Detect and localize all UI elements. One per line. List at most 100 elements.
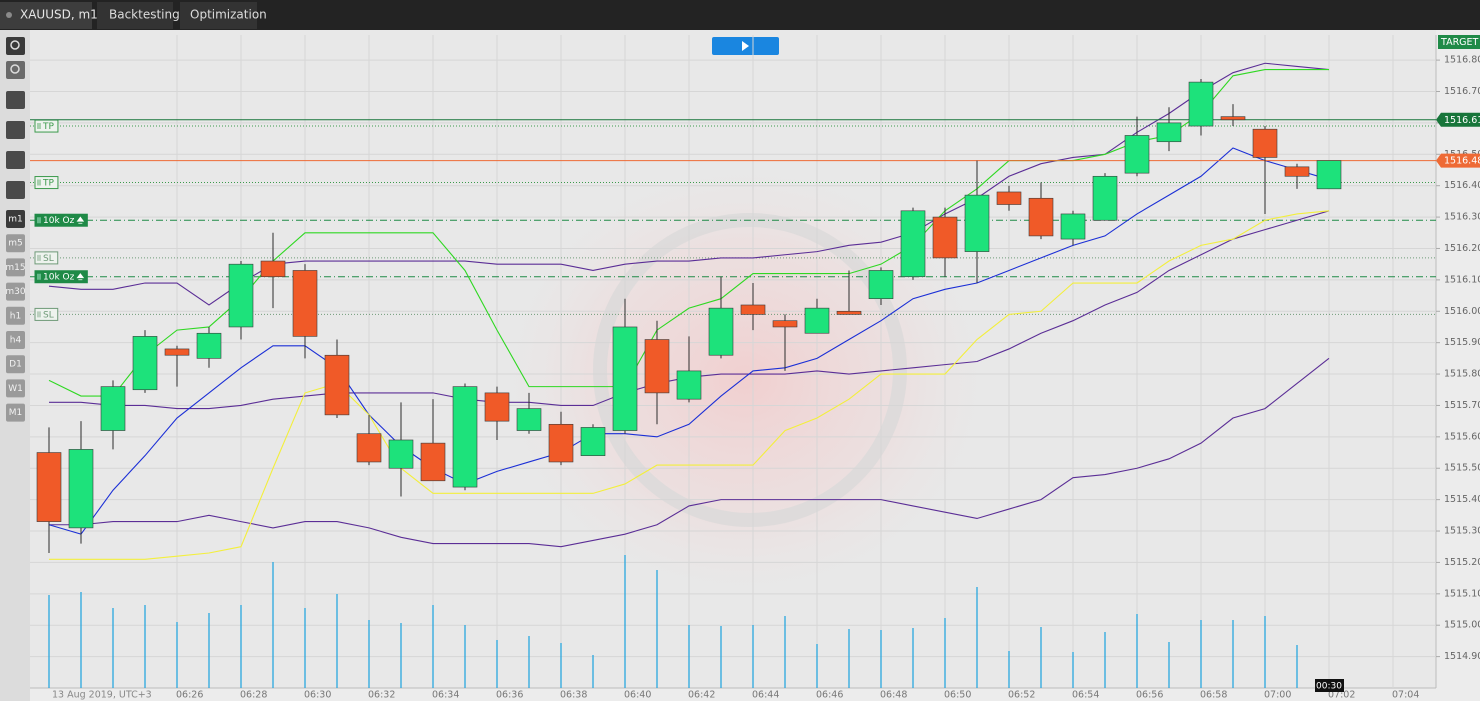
timeframe-button[interactable] <box>6 234 25 253</box>
candle-body <box>100 386 126 431</box>
timeframe-button[interactable] <box>6 403 25 422</box>
candle-body <box>228 263 254 328</box>
timeframe-label[interactable]: m15 <box>5 263 25 273</box>
candle-body <box>580 427 606 456</box>
x-tick-label: 07:00 <box>1264 690 1291 701</box>
candle-body <box>164 348 190 356</box>
time-axis <box>30 688 1436 701</box>
x-tick-label: 06:26 <box>176 690 203 701</box>
timeframe-button[interactable] <box>6 379 25 398</box>
timeframe-label[interactable]: h4 <box>10 336 22 346</box>
indicator-line <box>49 210 1330 560</box>
order-level-tag[interactable] <box>34 213 88 227</box>
x-tick-label: 07:02 <box>1328 690 1355 701</box>
order-level-label: TP <box>42 122 54 132</box>
timeframe-button[interactable] <box>6 355 25 374</box>
candle-body <box>900 210 926 278</box>
order-level-tag[interactable] <box>34 176 59 190</box>
indicator-line <box>48 147 1330 535</box>
close-arrow-icon <box>76 216 85 224</box>
candle-body <box>836 310 862 315</box>
x-tick-label: 06:46 <box>816 690 843 701</box>
timeframe-button[interactable] <box>6 306 25 325</box>
date-label: 13 Aug 2019, UTC+3 <box>52 690 152 701</box>
watermark <box>485 150 1005 610</box>
y-tick-label: 1516.40 <box>1444 180 1480 191</box>
candle-body <box>420 442 446 482</box>
candle-body <box>1092 175 1118 221</box>
order-level-tag[interactable] <box>34 251 59 265</box>
order-level-label: 10k Oz <box>43 273 75 283</box>
tab[interactable] <box>180 2 257 29</box>
timeframe-button[interactable] <box>6 331 25 349</box>
x-tick-label: 06:32 <box>368 690 395 701</box>
grip-icon <box>37 217 41 224</box>
timeframe-label[interactable]: h1 <box>10 311 21 321</box>
order-level-tag[interactable] <box>34 270 88 284</box>
price-marker <box>1436 153 1480 168</box>
candle-body <box>324 354 350 416</box>
y-tick-label: 1515.70 <box>1444 400 1480 411</box>
candle-body <box>196 332 222 359</box>
x-tick-label: 06:40 <box>624 690 651 701</box>
timeframe-label[interactable]: m5 <box>8 239 23 249</box>
timeframe-label[interactable]: D1 <box>9 360 22 370</box>
tab-label[interactable]: Backtesting <box>109 8 180 22</box>
timeframe-label[interactable]: W1 <box>8 384 23 394</box>
candle-body <box>1188 81 1214 127</box>
timeframe-label[interactable]: m1 <box>8 215 23 225</box>
x-tick-label: 06:52 <box>1008 690 1035 701</box>
x-tick-label: 07:04 <box>1392 690 1419 701</box>
y-tick-label: 1516.80 <box>1444 55 1480 66</box>
order-level-label: SL <box>43 254 54 264</box>
timeframe-button[interactable] <box>6 258 25 277</box>
tab[interactable] <box>97 2 173 29</box>
grip-icon <box>37 179 41 186</box>
timeframe-button[interactable] <box>6 282 25 301</box>
zoom-in-button[interactable] <box>6 37 25 55</box>
y-tick-label: 1515.10 <box>1444 588 1480 599</box>
candle-body <box>132 336 158 391</box>
y-tick-label: 1515.20 <box>1444 557 1480 568</box>
candle-body <box>1156 122 1182 143</box>
x-tick-label: 06:36 <box>496 690 523 701</box>
order-level-label: 10k Oz <box>43 216 75 226</box>
chart-type-button[interactable] <box>6 91 25 109</box>
countdown-label: 00:30 <box>1316 682 1342 692</box>
y-tick-label: 1516.20 <box>1444 243 1480 254</box>
candle-body <box>356 433 382 463</box>
candle-body <box>68 449 94 529</box>
indicators-button[interactable] <box>6 121 25 139</box>
tab-dot <box>6 12 12 18</box>
price-marker-label: 1516.48 <box>1444 156 1480 167</box>
timeframe-button[interactable] <box>6 210 25 228</box>
order-level-label: SL <box>43 310 54 320</box>
objects-button[interactable] <box>6 151 25 169</box>
candle-body <box>292 270 318 337</box>
price-marker-label: 1516.61 <box>1444 115 1480 126</box>
candle-body <box>1060 213 1086 240</box>
timeframe-label[interactable]: M1 <box>9 408 23 418</box>
candle-body <box>1220 116 1246 121</box>
candle-body <box>772 320 798 328</box>
target-tag <box>1438 35 1480 49</box>
order-level-tag[interactable] <box>34 307 59 321</box>
price-marker <box>1436 112 1480 127</box>
candle-body <box>516 408 542 431</box>
tab-active[interactable] <box>0 2 92 29</box>
drawing-button[interactable] <box>6 181 25 199</box>
tab-label[interactable]: Optimization <box>190 8 267 22</box>
candle-body <box>996 191 1022 205</box>
grip-icon <box>37 311 41 318</box>
y-tick-label: 1516.30 <box>1444 212 1480 223</box>
zoom-out-button[interactable] <box>6 61 25 79</box>
candle-body <box>1028 197 1054 237</box>
x-tick-label: 06:30 <box>304 690 331 701</box>
tool-buttons <box>6 37 25 199</box>
candle-body <box>932 216 958 259</box>
y-tick-label: 1515.50 <box>1444 463 1480 474</box>
tab-label[interactable]: XAUUSD, m1 <box>20 8 98 22</box>
play-icon <box>742 41 749 51</box>
timeframe-label[interactable]: m30 <box>5 287 25 297</box>
